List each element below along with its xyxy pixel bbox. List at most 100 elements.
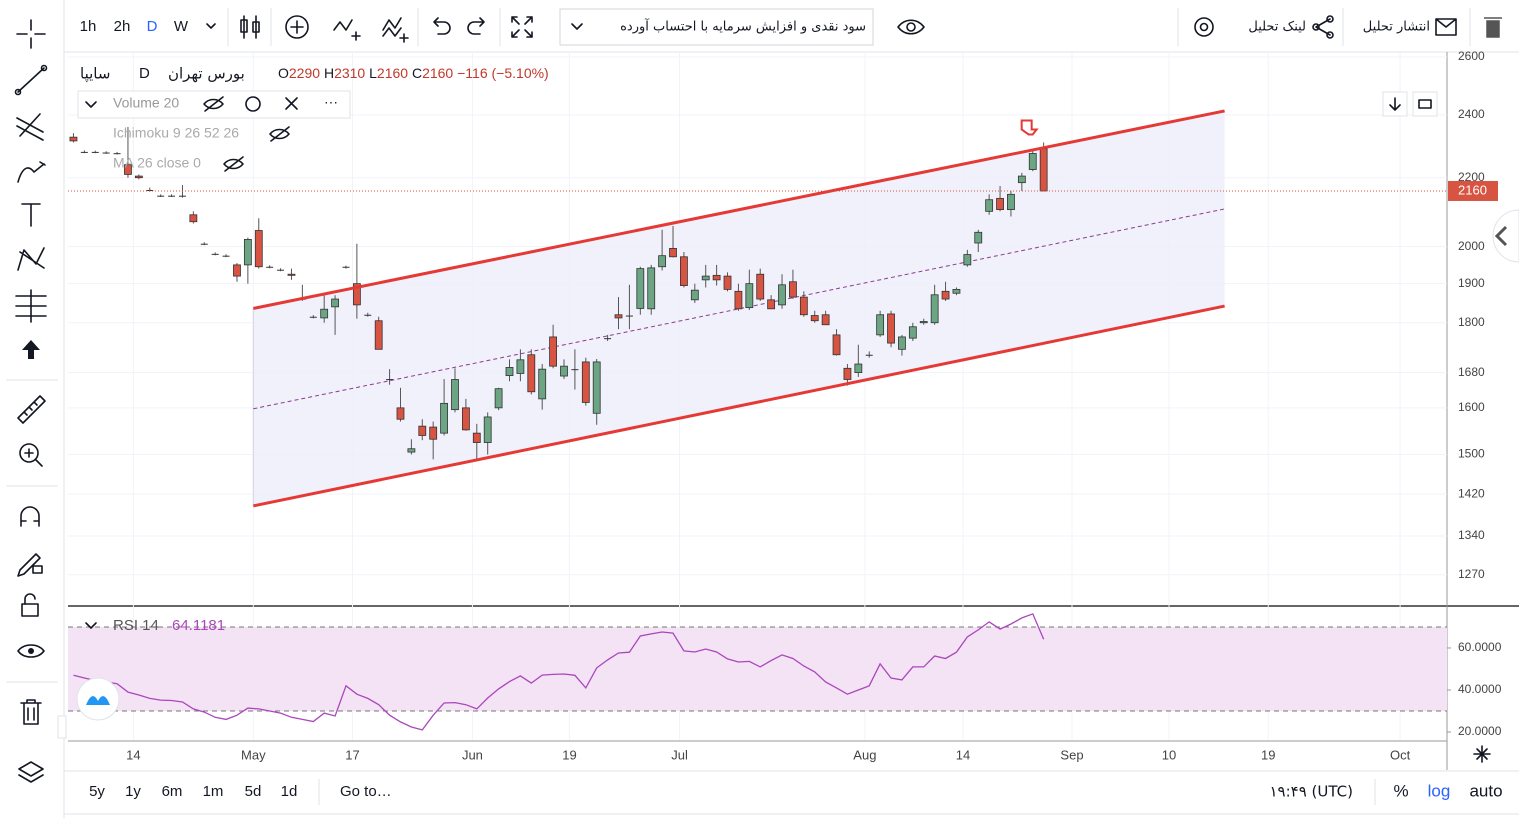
publish-button[interactable]: انتشار تحلیل [1363, 20, 1430, 35]
y-tick-label: 2200 [1458, 170, 1485, 184]
lock-tool[interactable] [21, 593, 39, 617]
clock[interactable]: ۱۹:۴۹ (UTC) [1270, 783, 1354, 801]
series-last-value: 64.1181 [172, 617, 225, 634]
pattern-tool[interactable] [17, 247, 45, 271]
goto-button[interactable]: Go to… [340, 783, 392, 800]
visibility-pupil [906, 22, 916, 32]
indicator-name[interactable]: MA 26 close 0 [113, 155, 201, 171]
indicators-button[interactable] [333, 19, 361, 41]
axis-settings[interactable] [1473, 745, 1491, 763]
log-toggle[interactable]: log [1428, 781, 1451, 800]
interval-button[interactable]: 1h [80, 18, 97, 35]
delete-tool[interactable] [20, 699, 42, 725]
candle-body [908, 326, 917, 339]
y-tick-label: 2000 [1458, 239, 1485, 253]
range-button[interactable]: 6m [162, 783, 183, 800]
candle-body [277, 269, 285, 271]
indicator-menu[interactable] [559, 8, 874, 46]
interval-button[interactable]: D [147, 18, 158, 35]
range-button[interactable]: 5d [245, 783, 262, 800]
candle-body [211, 253, 219, 255]
fullscreen-button[interactable] [511, 16, 533, 38]
side-panel-toggle[interactable] [1492, 209, 1519, 263]
compare-button[interactable] [285, 15, 309, 39]
percent-toggle[interactable]: % [1393, 781, 1408, 800]
series-name: RSI 14 [113, 617, 159, 634]
crosshair-tool[interactable] [16, 19, 46, 49]
undo-button[interactable] [433, 17, 451, 35]
candle-body [516, 359, 525, 374]
candle-body [712, 274, 721, 281]
candle-body [865, 354, 873, 356]
interval-button[interactable]: 2h [114, 18, 131, 35]
legend-collapse[interactable] [85, 101, 97, 108]
logo [86, 696, 110, 705]
range-button[interactable]: 1m [203, 783, 224, 800]
scroll-button[interactable] [1382, 91, 1408, 117]
delete-button[interactable] [1484, 17, 1502, 38]
text-tool[interactable] [21, 203, 41, 227]
prediction-tool[interactable] [15, 289, 47, 323]
magnet-tool[interactable] [20, 506, 40, 527]
legend-collapse[interactable] [85, 622, 97, 629]
pane-collapse[interactable] [57, 715, 67, 739]
candle-body [985, 199, 994, 212]
settings-center [1199, 22, 1209, 32]
candle-body [386, 379, 394, 381]
candle-body [266, 266, 274, 268]
templates-button[interactable] [382, 17, 409, 43]
ruler-tool[interactable] [17, 395, 46, 424]
change-percent: (−5.10%) [492, 65, 549, 81]
redo-button[interactable] [467, 17, 485, 35]
indicator-name[interactable]: Volume 20 [113, 95, 179, 111]
reset-button[interactable] [1412, 91, 1438, 117]
candle-body [1028, 153, 1037, 170]
link-button[interactable]: لینک تحلیل [1248, 20, 1306, 35]
more-button[interactable]: ··· [324, 94, 338, 110]
layers-tool[interactable] [18, 761, 44, 783]
y-tick-label: 1800 [1458, 315, 1485, 329]
chart-type-button[interactable] [240, 15, 260, 39]
candle-body [876, 314, 885, 336]
candle-body [854, 363, 863, 373]
remove-indicator[interactable] [285, 97, 298, 110]
candle-body [690, 289, 699, 301]
interval-button[interactable]: W [174, 18, 189, 35]
zoom-tool[interactable] [19, 443, 43, 467]
fib-tool[interactable] [16, 113, 44, 141]
hide-indicator[interactable] [269, 126, 290, 142]
lock-drawing-tool[interactable] [17, 553, 43, 577]
x-tick-label: Oct [1390, 747, 1411, 762]
last-price-label: 2160 [1458, 182, 1487, 197]
candle-body [69, 136, 78, 142]
cursor-tool[interactable] [22, 340, 40, 359]
brush-tool[interactable] [17, 161, 46, 183]
share-dot [1312, 23, 1320, 31]
candle-body [1017, 175, 1026, 184]
interval-dropdown[interactable] [206, 23, 216, 29]
range-button[interactable]: 1y [125, 783, 141, 800]
candle-body [571, 369, 579, 371]
range-button[interactable]: 5y [89, 783, 105, 800]
logo-button[interactable] [76, 677, 120, 721]
x-tick-label: 14 [126, 747, 140, 762]
indicator-settings[interactable] [245, 96, 261, 112]
visibility-tool[interactable] [17, 644, 45, 658]
candle-body [134, 175, 143, 179]
visibility-button[interactable] [897, 19, 925, 35]
reset-icon [1418, 99, 1432, 109]
candle-body [821, 314, 830, 326]
hide-indicator[interactable] [203, 96, 224, 112]
candle-body [505, 367, 514, 377]
ohlc-value: 2160 [422, 65, 453, 81]
range-button[interactable]: 1d [281, 783, 298, 800]
candle-body [669, 248, 677, 258]
auto-toggle[interactable]: auto [1469, 781, 1502, 800]
candle-body [91, 151, 99, 153]
indicator-name[interactable]: Ichimoku 9 26 52 26 [113, 125, 239, 141]
candle-body [374, 320, 383, 350]
candle-body [832, 334, 841, 356]
trendline-tool[interactable] [14, 64, 48, 96]
settings-button[interactable] [1194, 17, 1214, 37]
hide-indicator[interactable] [223, 156, 244, 172]
